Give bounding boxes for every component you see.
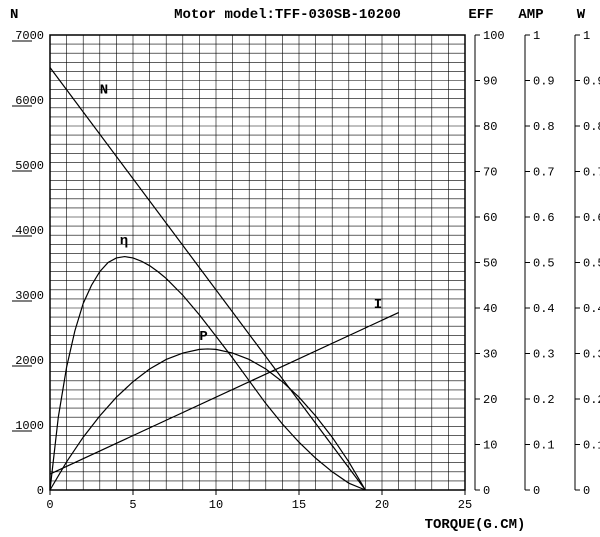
- tick-eff: 10: [483, 439, 497, 453]
- tick-x: 25: [458, 498, 472, 512]
- curve-eta: [50, 257, 365, 490]
- tick-x: 5: [129, 498, 136, 512]
- tick-w: 0.7: [583, 166, 600, 180]
- curve-label-I: I: [374, 297, 382, 313]
- tick-amp: 0: [533, 484, 540, 498]
- motor-chart: Motor model:TFF-030SB-10200N010002000300…: [0, 0, 600, 537]
- axis-label-eff: EFF: [468, 7, 493, 23]
- tick-x: 10: [209, 498, 223, 512]
- tick-eff: 50: [483, 257, 497, 271]
- tick-eff: 90: [483, 75, 497, 89]
- curve-N: [50, 68, 365, 491]
- curve-label-P: P: [199, 329, 207, 345]
- curve-label-N: N: [100, 83, 108, 99]
- axis-label-torque: TORQUE(G.CM): [425, 517, 526, 533]
- tick-w: 0.3: [583, 348, 600, 362]
- tick-w: 0.1: [583, 439, 600, 453]
- axis-label-n: N: [10, 7, 18, 23]
- tick-w: 0.2: [583, 393, 600, 407]
- axis-label-w: W: [577, 7, 586, 23]
- axis-label-amp: AMP: [518, 7, 543, 23]
- tick-eff: 100: [483, 29, 505, 43]
- tick-w: 1: [583, 29, 590, 43]
- tick-amp: 0.4: [533, 302, 555, 316]
- tick-w: 0.6: [583, 211, 600, 225]
- tick-amp: 0.6: [533, 211, 555, 225]
- curve-I: [50, 313, 399, 475]
- curve-P: [50, 349, 365, 490]
- tick-eff: 70: [483, 166, 497, 180]
- tick-eff: 30: [483, 348, 497, 362]
- tick-amp: 1: [533, 29, 540, 43]
- tick-amp: 0.9: [533, 75, 555, 89]
- tick-w: 0.4: [583, 302, 600, 316]
- grid: [50, 35, 465, 490]
- tick-eff: 20: [483, 393, 497, 407]
- tick-amp: 0.2: [533, 393, 555, 407]
- tick-w: 0.8: [583, 120, 600, 134]
- tick-amp: 0.3: [533, 348, 555, 362]
- tick-amp: 0.8: [533, 120, 555, 134]
- tick-w: 0: [583, 484, 590, 498]
- tick-eff: 0: [483, 484, 490, 498]
- tick-amp: 0.5: [533, 257, 555, 271]
- curve-label-eta: η: [120, 233, 128, 249]
- chart-svg: Motor model:TFF-030SB-10200N010002000300…: [0, 0, 600, 537]
- tick-w: 0.5: [583, 257, 600, 271]
- tick-x: 15: [292, 498, 306, 512]
- tick-amp: 0.7: [533, 166, 555, 180]
- tick-x: 0: [46, 498, 53, 512]
- tick-eff: 60: [483, 211, 497, 225]
- tick-n: 0: [37, 484, 44, 498]
- tick-x: 20: [375, 498, 389, 512]
- tick-eff: 40: [483, 302, 497, 316]
- tick-eff: 80: [483, 120, 497, 134]
- chart-title: Motor model:TFF-030SB-10200: [174, 7, 401, 23]
- tick-w: 0.9: [583, 75, 600, 89]
- tick-amp: 0.1: [533, 439, 555, 453]
